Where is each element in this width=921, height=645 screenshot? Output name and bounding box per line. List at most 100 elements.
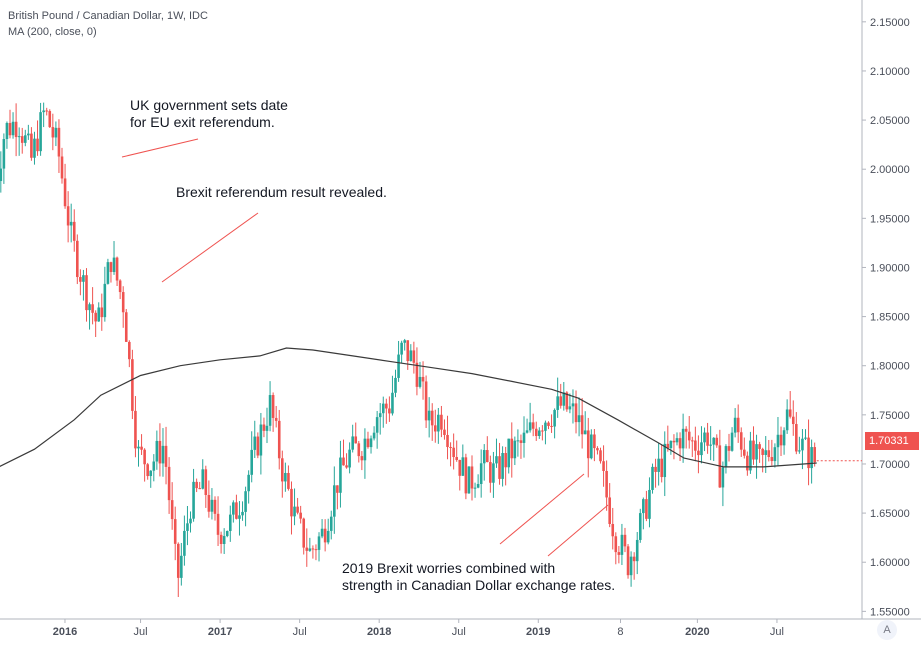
auto-scale-button[interactable]: A xyxy=(877,620,897,640)
candle-body xyxy=(577,415,581,423)
candle-body xyxy=(709,444,712,446)
candle-body xyxy=(394,377,397,393)
candle-body xyxy=(752,440,755,460)
candle-body xyxy=(681,428,685,449)
candle-body xyxy=(293,506,296,517)
candle-body xyxy=(583,430,587,435)
candle-body xyxy=(626,546,630,576)
candle-body xyxy=(440,414,443,430)
candle-body xyxy=(20,136,24,143)
candle-body xyxy=(433,425,437,432)
candle-body xyxy=(779,434,783,446)
candle-body xyxy=(409,350,413,362)
candle-body xyxy=(476,484,480,488)
candle-body xyxy=(544,422,547,431)
candle-body xyxy=(470,466,474,489)
candle-body xyxy=(351,436,354,450)
candle-body xyxy=(666,443,670,449)
candle-body xyxy=(602,461,605,471)
candle-body xyxy=(605,470,608,498)
candle-body xyxy=(574,403,578,423)
candle-body xyxy=(381,403,385,414)
candle-body xyxy=(562,392,566,406)
candle-body xyxy=(131,359,134,411)
candle-body xyxy=(657,458,660,472)
y-tick-label: 1.95000 xyxy=(870,213,910,225)
candle-body xyxy=(299,512,302,519)
candle-body xyxy=(339,457,342,493)
candle-body xyxy=(467,466,471,494)
candle-body xyxy=(743,449,746,456)
candle-body xyxy=(788,409,792,417)
candle-body xyxy=(807,437,810,469)
candle-body xyxy=(320,528,324,537)
candle-body xyxy=(804,437,807,439)
candle-body xyxy=(755,444,758,460)
candle-body xyxy=(418,376,422,387)
candle-body xyxy=(329,516,333,531)
candle-body xyxy=(375,417,379,433)
candle-body xyxy=(146,464,149,477)
candle-body xyxy=(461,457,465,476)
candle-body xyxy=(232,502,235,515)
candle-body xyxy=(262,424,266,431)
candle-body xyxy=(88,304,91,311)
candle-body xyxy=(519,440,523,443)
candle-body xyxy=(485,450,489,463)
candle-body xyxy=(443,429,446,435)
candle-body xyxy=(660,458,663,478)
candle-body xyxy=(721,467,725,488)
candle-body xyxy=(397,354,400,378)
candle-body xyxy=(268,395,272,426)
candle-body xyxy=(733,417,737,433)
candle-body xyxy=(703,432,706,443)
candle-body xyxy=(516,440,520,442)
candle-body xyxy=(2,139,6,169)
x-tick-label: 2016 xyxy=(53,626,77,638)
candle-body xyxy=(369,438,373,448)
candle-body xyxy=(586,430,590,459)
candle-body xyxy=(736,417,740,433)
candle-body xyxy=(112,257,116,273)
candle-body xyxy=(528,422,532,431)
y-tick-label: 1.55000 xyxy=(870,606,910,618)
candle-body xyxy=(82,275,85,282)
candle-body xyxy=(296,506,299,513)
y-tick-label: 1.85000 xyxy=(870,312,910,324)
candle-body xyxy=(357,443,361,457)
candle-body xyxy=(152,461,156,471)
candle-body xyxy=(259,424,263,456)
candle-body xyxy=(617,552,621,555)
annotation-2019-worries: 2019 Brexit worries combined with streng… xyxy=(342,560,616,593)
candle-body xyxy=(556,396,559,410)
candle-body xyxy=(72,221,76,241)
candle-body xyxy=(620,534,624,555)
candle-body xyxy=(770,457,774,462)
candle-body xyxy=(91,304,94,313)
candle-body xyxy=(189,518,192,524)
annotation-pointer-line xyxy=(499,473,585,545)
candle-body xyxy=(629,556,633,576)
candle-body xyxy=(128,341,131,360)
candle-body xyxy=(590,434,593,459)
candle-body xyxy=(207,494,211,512)
candle-body xyxy=(684,428,688,432)
candle-body xyxy=(161,445,165,464)
candle-body xyxy=(277,420,281,459)
candle-body xyxy=(498,456,501,479)
candle-body xyxy=(164,445,168,467)
candle-body xyxy=(33,138,36,158)
candle-body xyxy=(501,452,504,479)
candle-body xyxy=(314,549,318,551)
candle-body xyxy=(654,466,657,472)
y-tick-label: 1.80000 xyxy=(870,361,910,373)
candle-body xyxy=(479,463,483,485)
candle-body xyxy=(176,543,180,578)
candle-body xyxy=(198,488,201,490)
candle-body xyxy=(54,127,58,138)
candle-body xyxy=(782,430,786,446)
candle-body xyxy=(180,555,183,578)
x-tick-label: 8 xyxy=(617,626,623,638)
